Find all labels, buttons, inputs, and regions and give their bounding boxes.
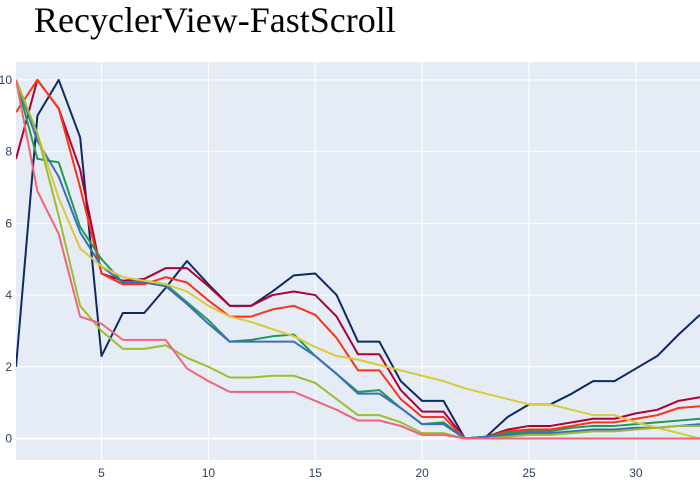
x-tick-label: 25 xyxy=(522,466,536,480)
y-tick-label: 6 xyxy=(5,216,12,230)
x-tick-label: 15 xyxy=(309,466,323,480)
series-line xyxy=(16,78,700,440)
x-tick-label: 10 xyxy=(202,466,216,480)
plot-background xyxy=(16,62,700,460)
series-line xyxy=(16,78,700,440)
series-line xyxy=(16,79,700,440)
series-line xyxy=(16,78,700,440)
series-line xyxy=(16,79,700,440)
series-line xyxy=(16,79,700,440)
x-tick-label: 30 xyxy=(629,466,643,480)
y-tick-label: 8 xyxy=(5,145,12,159)
chart-title: RecyclerView-FastScroll xyxy=(34,0,396,40)
x-tick-label: 5 xyxy=(98,466,105,480)
y-tick-label: 0 xyxy=(5,431,12,445)
series-line xyxy=(16,79,700,440)
y-tick-label: 2 xyxy=(5,360,12,374)
tick-labels: 5 10 15 20 25 30 0 2 4 6 8 10 xyxy=(0,73,643,480)
x-tick-label: 20 xyxy=(415,466,429,480)
y-tick-label: 4 xyxy=(5,288,12,302)
y-tick-label: 10 xyxy=(0,73,12,87)
series-lines xyxy=(16,78,700,440)
